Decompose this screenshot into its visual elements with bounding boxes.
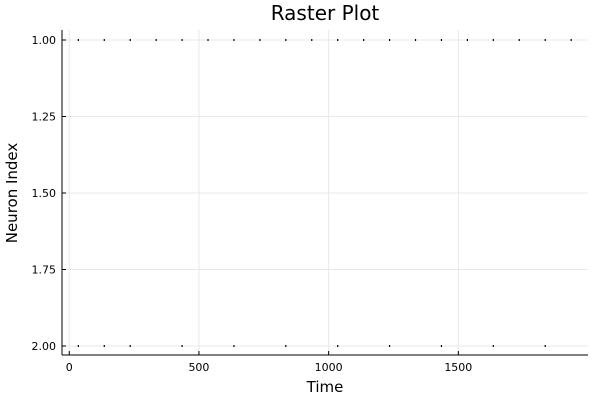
spike-point bbox=[544, 345, 546, 347]
spike-point bbox=[77, 345, 79, 347]
y-tick-label: 1.50 bbox=[32, 187, 57, 200]
ticks: 0 500 1000 1500 1.00 1.25 1.50 1.75 2.00 bbox=[32, 34, 473, 374]
spike-train-neuron-2 bbox=[77, 345, 546, 347]
spike-point bbox=[181, 39, 183, 41]
y-axis-label: Neuron Index bbox=[3, 143, 21, 244]
spike-point bbox=[414, 39, 417, 41]
spike-point bbox=[440, 345, 443, 347]
spike-point bbox=[492, 345, 494, 347]
spike-point bbox=[103, 345, 105, 347]
spike-point bbox=[492, 39, 494, 41]
x-axis-label: Time bbox=[306, 378, 344, 396]
spike-point bbox=[155, 39, 157, 41]
spike-point bbox=[129, 345, 131, 347]
grid bbox=[62, 30, 588, 355]
spike-point bbox=[466, 39, 468, 41]
spike-point bbox=[388, 39, 391, 41]
spike-point bbox=[337, 39, 339, 41]
chart-title: Raster Plot bbox=[271, 1, 380, 25]
x-tick-label: 1000 bbox=[315, 361, 343, 374]
x-tick-label: 1500 bbox=[444, 361, 472, 374]
spike-point bbox=[518, 39, 520, 41]
spike-point bbox=[285, 345, 287, 347]
spikes bbox=[77, 39, 572, 347]
spike-point bbox=[544, 39, 546, 41]
spike-point bbox=[570, 39, 572, 41]
spike-point bbox=[233, 345, 235, 347]
spike-point bbox=[311, 39, 313, 41]
spike-point bbox=[233, 39, 235, 41]
y-tick-label: 1.00 bbox=[32, 34, 57, 47]
spike-point bbox=[129, 39, 131, 41]
spike-point bbox=[181, 345, 183, 347]
spike-train-neuron-1 bbox=[77, 39, 572, 41]
spike-point bbox=[285, 39, 287, 41]
spike-point bbox=[337, 345, 339, 347]
spike-point bbox=[103, 39, 105, 41]
spike-point bbox=[77, 39, 79, 41]
y-tick-label: 1.25 bbox=[32, 111, 57, 124]
x-tick-label: 0 bbox=[66, 361, 73, 374]
x-tick-label: 500 bbox=[188, 361, 209, 374]
spike-point bbox=[440, 39, 443, 41]
spike-point bbox=[388, 345, 391, 347]
y-tick-label: 2.00 bbox=[32, 340, 57, 353]
spike-point bbox=[207, 39, 209, 41]
y-tick-label: 1.75 bbox=[32, 264, 57, 277]
spike-point bbox=[259, 39, 261, 41]
spike-point bbox=[363, 39, 365, 41]
